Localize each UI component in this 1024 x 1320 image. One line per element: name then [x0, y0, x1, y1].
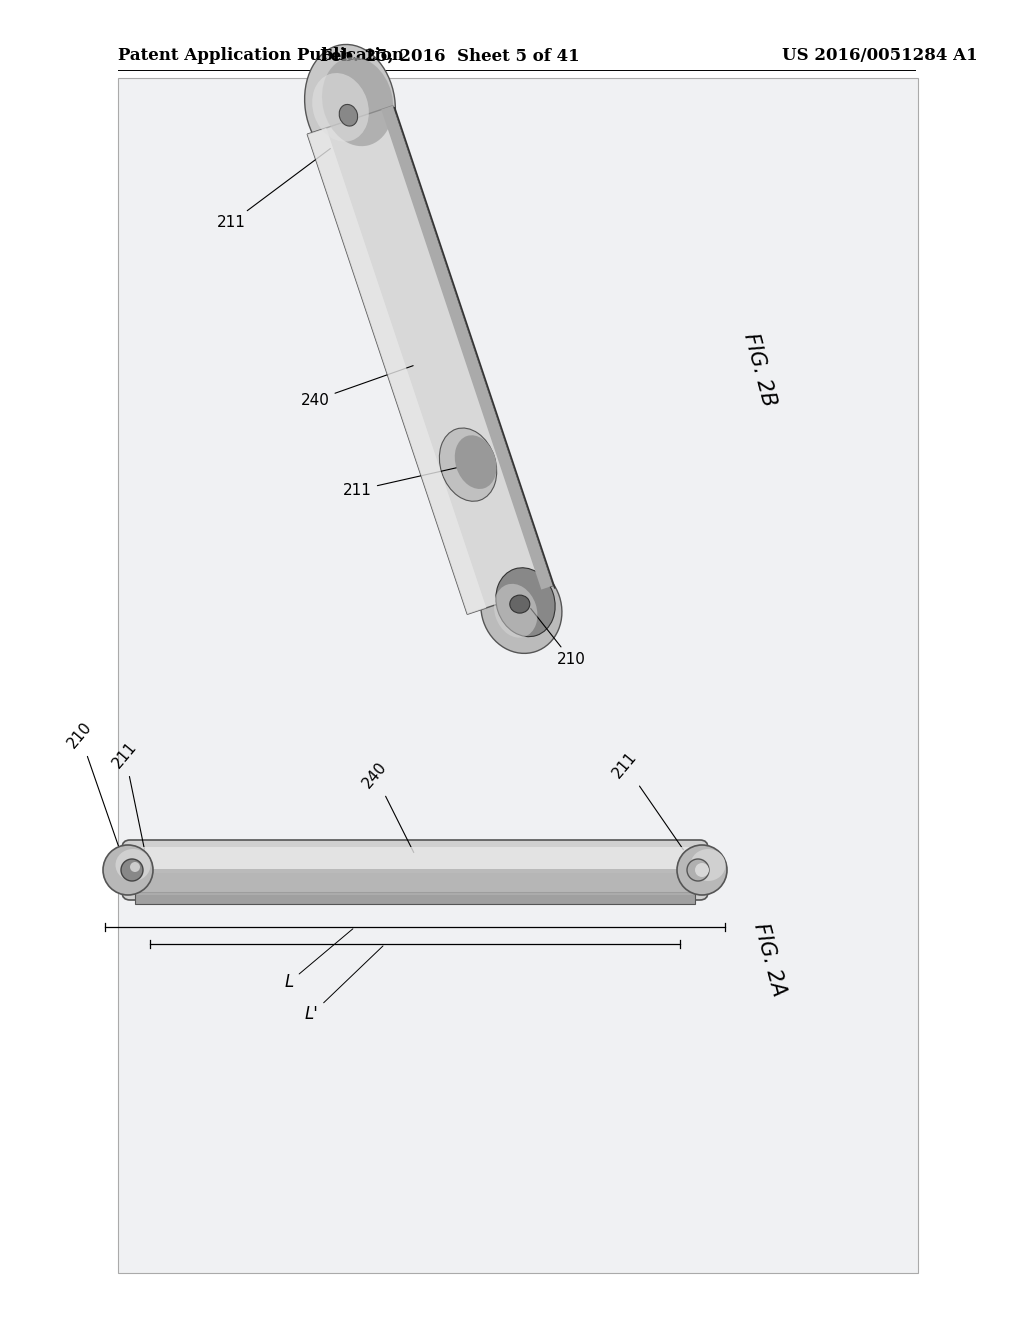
Polygon shape: [307, 128, 486, 614]
Ellipse shape: [695, 863, 709, 876]
Ellipse shape: [304, 45, 395, 164]
Text: 240: 240: [360, 759, 414, 853]
Ellipse shape: [690, 849, 725, 880]
Text: US 2016/0051284 A1: US 2016/0051284 A1: [782, 48, 978, 65]
Ellipse shape: [510, 595, 529, 612]
Ellipse shape: [687, 859, 709, 880]
Text: 210: 210: [65, 719, 124, 862]
FancyBboxPatch shape: [135, 892, 695, 904]
Ellipse shape: [496, 568, 555, 636]
Text: L: L: [285, 929, 353, 991]
Text: Patent Application Publication: Patent Application Publication: [118, 48, 403, 65]
Ellipse shape: [439, 428, 497, 502]
Polygon shape: [307, 106, 553, 614]
Bar: [118, 78, 918, 1272]
FancyBboxPatch shape: [134, 847, 696, 873]
FancyBboxPatch shape: [122, 840, 708, 900]
FancyBboxPatch shape: [134, 869, 696, 895]
Ellipse shape: [130, 862, 140, 873]
Text: 210: 210: [530, 609, 586, 667]
Text: FIG. 2A: FIG. 2A: [751, 921, 790, 999]
Ellipse shape: [455, 436, 497, 488]
Text: Feb. 25, 2016  Sheet 5 of 41: Feb. 25, 2016 Sheet 5 of 41: [321, 48, 580, 65]
Text: L': L': [305, 946, 383, 1023]
Text: 211: 211: [610, 750, 683, 850]
Text: 211: 211: [217, 149, 331, 230]
Ellipse shape: [116, 849, 151, 880]
Polygon shape: [381, 106, 553, 590]
Ellipse shape: [121, 859, 143, 880]
Ellipse shape: [312, 73, 369, 141]
Ellipse shape: [322, 57, 393, 147]
Text: 211: 211: [343, 467, 461, 498]
Text: FIG. 2B: FIG. 2B: [740, 331, 779, 409]
Ellipse shape: [494, 583, 538, 638]
Ellipse shape: [103, 845, 153, 895]
Text: 240: 240: [301, 366, 413, 408]
Ellipse shape: [339, 104, 357, 127]
Ellipse shape: [677, 845, 727, 895]
Ellipse shape: [481, 565, 562, 653]
Text: 211: 211: [110, 739, 144, 849]
